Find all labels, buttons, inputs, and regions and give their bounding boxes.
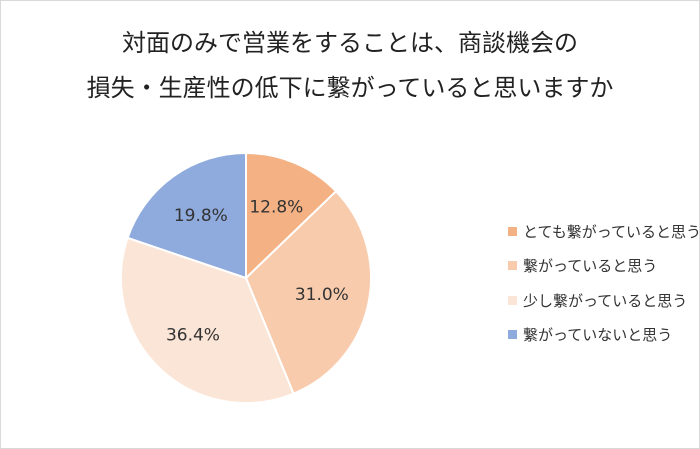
- slice-label: 19.8%: [174, 206, 228, 226]
- slice-label: 12.8%: [249, 198, 303, 218]
- chart-title-line-2: 損失・生産性の低下に繋がっていると思いますか: [86, 74, 614, 102]
- legend-item: 繋がっていると思う: [508, 249, 700, 284]
- legend-swatch: [508, 226, 517, 236]
- slice-label: 31.0%: [295, 285, 349, 305]
- pie-slice: [120, 236, 295, 404]
- legend-label: 繋がっていないと思う: [523, 326, 673, 345]
- legend-swatch: [508, 330, 517, 340]
- slice-label: 36.4%: [166, 325, 220, 345]
- pie-slice: [126, 151, 247, 280]
- legend: とても繋がっていると思う 繋がっていると思う 少し繋がっていると思う 繋がってい…: [508, 214, 700, 352]
- legend-item: とても繋がっていると思う: [508, 214, 700, 249]
- legend-swatch: [508, 261, 517, 271]
- pie-slice: [245, 151, 338, 281]
- legend-swatch: [508, 295, 517, 305]
- pie-slice: [244, 189, 372, 395]
- chart-title-line-1: 対面のみで営業をすることは、商談機会の: [122, 29, 578, 57]
- legend-label: 繋がっていると思う: [523, 257, 658, 276]
- legend-label: とても繋がっていると思う: [523, 222, 700, 241]
- legend-item: 少し繋がっていると思う: [508, 283, 700, 318]
- legend-label: 少し繋がっていると思う: [523, 291, 688, 310]
- legend-item: 繋がっていないと思う: [508, 318, 700, 353]
